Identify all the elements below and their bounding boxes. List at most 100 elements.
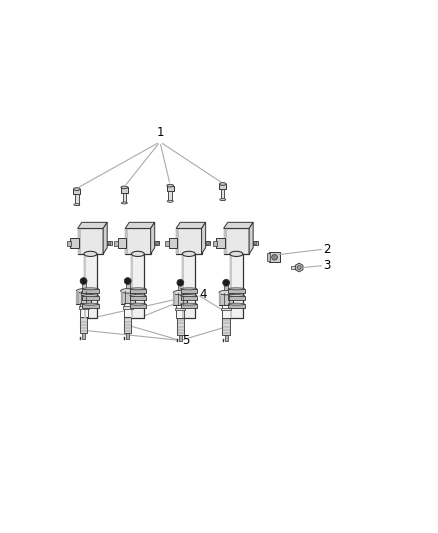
Circle shape (223, 279, 230, 286)
Bar (77, 291, 91, 304)
Bar (120, 291, 123, 304)
Ellipse shape (182, 252, 195, 256)
Polygon shape (295, 263, 303, 272)
Bar (167, 185, 173, 191)
Bar (127, 333, 129, 339)
Ellipse shape (130, 295, 146, 297)
Polygon shape (201, 222, 205, 254)
Bar (224, 284, 228, 292)
Ellipse shape (220, 199, 226, 200)
Circle shape (177, 279, 184, 286)
Bar (268, 252, 280, 262)
Polygon shape (107, 241, 112, 245)
Bar (131, 254, 134, 318)
Ellipse shape (177, 281, 184, 282)
Bar (221, 308, 231, 310)
Bar (120, 291, 135, 304)
Ellipse shape (130, 303, 146, 305)
Bar (77, 291, 78, 304)
Bar (178, 284, 182, 292)
Circle shape (108, 241, 111, 245)
Ellipse shape (228, 303, 244, 305)
Bar (75, 195, 78, 205)
Bar (219, 293, 233, 305)
Circle shape (206, 241, 209, 245)
Bar (219, 184, 226, 189)
Bar (78, 306, 88, 309)
Polygon shape (103, 222, 107, 254)
Bar (124, 317, 131, 333)
Bar (224, 229, 249, 254)
Ellipse shape (219, 290, 233, 295)
Circle shape (297, 265, 301, 270)
Bar (130, 304, 146, 308)
Ellipse shape (130, 288, 146, 290)
Bar (177, 318, 184, 335)
Bar (225, 335, 227, 341)
Polygon shape (176, 222, 205, 229)
Bar (80, 317, 87, 333)
Bar (78, 229, 103, 254)
Bar (228, 289, 244, 293)
Ellipse shape (125, 279, 131, 281)
Ellipse shape (230, 252, 243, 256)
Bar (181, 304, 197, 308)
Bar (131, 254, 145, 318)
Text: 4: 4 (199, 288, 206, 301)
Polygon shape (125, 222, 155, 229)
Bar (124, 303, 132, 317)
Bar (230, 254, 232, 318)
Polygon shape (154, 241, 159, 245)
Polygon shape (253, 241, 258, 245)
Bar (230, 254, 243, 318)
Bar (169, 238, 177, 247)
Bar (291, 266, 299, 269)
Bar (169, 191, 172, 201)
Circle shape (254, 241, 257, 245)
Bar (121, 188, 128, 193)
Bar (181, 296, 197, 300)
Text: 2: 2 (323, 243, 330, 256)
Bar (228, 296, 244, 300)
Bar (182, 254, 195, 318)
Ellipse shape (167, 200, 173, 203)
Ellipse shape (228, 295, 244, 297)
Ellipse shape (219, 183, 226, 185)
Bar (222, 305, 230, 318)
Bar (267, 253, 270, 261)
Ellipse shape (181, 295, 197, 297)
Ellipse shape (223, 281, 229, 282)
Bar (67, 241, 71, 246)
Bar (165, 241, 170, 246)
Bar (130, 296, 146, 300)
Bar (176, 229, 201, 254)
Bar (123, 193, 126, 203)
Polygon shape (249, 222, 253, 254)
Ellipse shape (181, 303, 197, 305)
Circle shape (124, 278, 131, 285)
Bar (125, 229, 151, 254)
Bar (176, 305, 184, 318)
Polygon shape (78, 222, 107, 229)
Ellipse shape (82, 303, 99, 305)
Ellipse shape (74, 204, 80, 206)
Bar (123, 306, 133, 309)
Ellipse shape (84, 252, 97, 256)
Ellipse shape (81, 279, 87, 281)
Bar (219, 293, 221, 305)
Ellipse shape (120, 289, 135, 293)
Ellipse shape (82, 295, 99, 297)
Bar (78, 229, 81, 254)
Bar (125, 229, 128, 254)
Ellipse shape (77, 289, 91, 293)
Ellipse shape (167, 184, 173, 187)
Bar (82, 304, 99, 308)
Bar (70, 238, 79, 247)
Bar (176, 229, 179, 254)
Ellipse shape (131, 252, 145, 256)
Polygon shape (224, 222, 253, 229)
Bar (126, 282, 130, 290)
Bar (182, 254, 184, 318)
Bar (82, 333, 85, 339)
Bar (114, 241, 118, 246)
